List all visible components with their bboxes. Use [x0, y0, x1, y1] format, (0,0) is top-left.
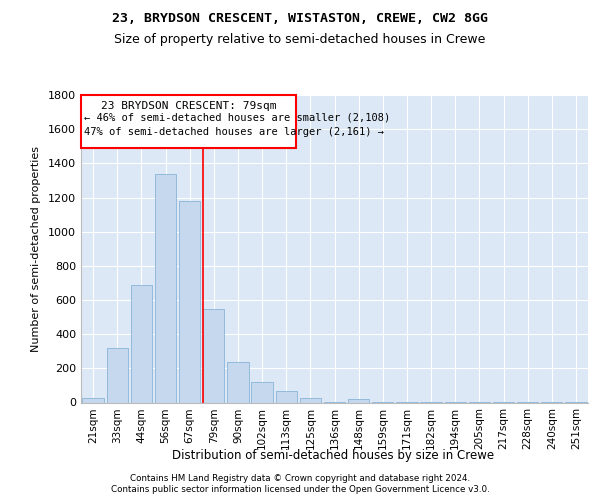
Bar	[275, 392, 297, 402]
Bar	[227, 362, 248, 403]
Bar	[131, 284, 152, 403]
Text: Distribution of semi-detached houses by size in Crewe: Distribution of semi-detached houses by …	[172, 450, 494, 462]
Text: Contains public sector information licensed under the Open Government Licence v3: Contains public sector information licen…	[110, 485, 490, 494]
Text: Contains HM Land Registry data © Crown copyright and database right 2024.: Contains HM Land Registry data © Crown c…	[130, 474, 470, 483]
Bar	[82, 95, 296, 148]
Text: ← 46% of semi-detached houses are smaller (2,108): ← 46% of semi-detached houses are smalle…	[84, 112, 390, 122]
Bar	[155, 174, 176, 402]
Text: 23, BRYDSON CRESCENT, WISTASTON, CREWE, CW2 8GG: 23, BRYDSON CRESCENT, WISTASTON, CREWE, …	[112, 12, 488, 26]
Bar	[203, 308, 224, 402]
Text: Size of property relative to semi-detached houses in Crewe: Size of property relative to semi-detach…	[115, 32, 485, 46]
Text: 47% of semi-detached houses are larger (2,161) →: 47% of semi-detached houses are larger (…	[84, 126, 384, 136]
Bar	[251, 382, 272, 402]
Y-axis label: Number of semi-detached properties: Number of semi-detached properties	[31, 146, 41, 352]
Text: 23 BRYDSON CRESCENT: 79sqm: 23 BRYDSON CRESCENT: 79sqm	[101, 101, 277, 111]
Bar	[107, 348, 128, 403]
Bar	[82, 398, 104, 402]
Bar	[179, 201, 200, 402]
Bar	[348, 400, 369, 402]
Bar	[300, 398, 321, 402]
